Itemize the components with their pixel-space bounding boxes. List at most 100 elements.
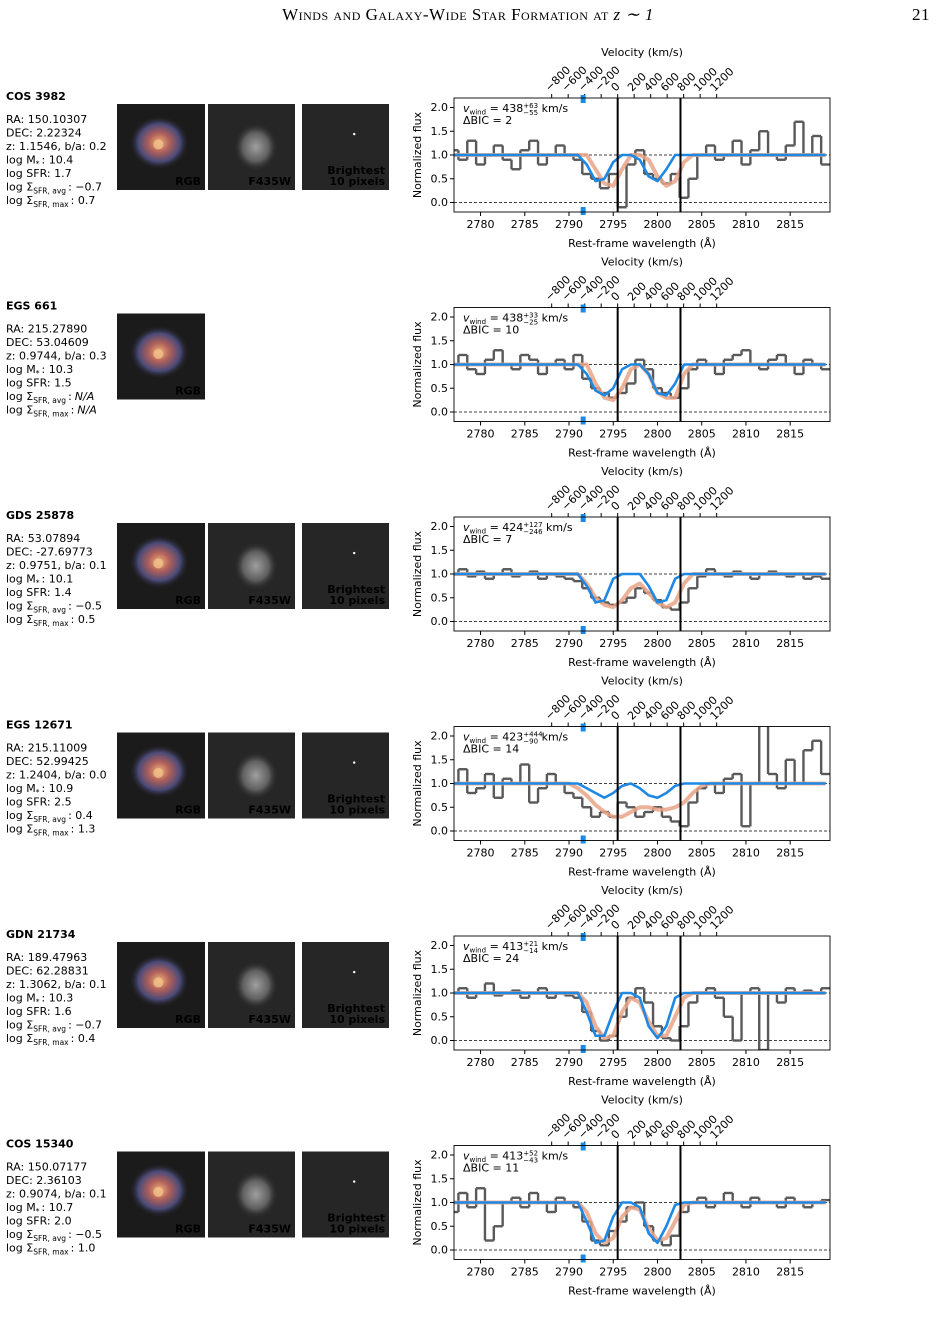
info-value: : 10.9 — [42, 782, 74, 795]
x-axis-title: Rest-frame wavelength (Å) — [568, 656, 716, 669]
image-label: Brightest — [327, 164, 385, 177]
object-name: GDN 21734 — [6, 928, 76, 941]
image-label: RGB — [175, 594, 201, 607]
image-label: Brightest — [327, 1212, 385, 1225]
err-minus: −55 — [523, 109, 538, 117]
info-line: log ΣSFR, avg: −0.7 — [6, 1019, 102, 1034]
velocity-marker — [580, 416, 586, 425]
info-note: N/A — [75, 390, 94, 403]
x-tick-label: 2805 — [688, 1266, 716, 1279]
x-tick-label: 2810 — [732, 637, 760, 650]
velocity-marker — [580, 626, 586, 634]
x-tick-label: 2785 — [511, 428, 539, 441]
image-label: 10 pixels — [329, 175, 385, 188]
info-line: z: 0.9751, b/a: 0.1 — [6, 559, 107, 572]
info-line: log M*: 10.1 — [6, 573, 73, 588]
x2-tick-label: 0 — [609, 1127, 623, 1141]
velocity-marker — [580, 835, 586, 844]
x-tick-label: 2815 — [776, 1056, 804, 1069]
x-tick-label: 2800 — [643, 637, 671, 650]
info-value: : 10.3 — [42, 992, 74, 1005]
bright-pixels — [353, 761, 356, 764]
y-tick-label: 1.5 — [431, 544, 449, 557]
x-tick-label: 2795 — [599, 428, 627, 441]
x-tick-label: 2785 — [511, 847, 539, 860]
step-risers — [457, 350, 823, 398]
total-model — [454, 153, 826, 183]
info-label: log M — [6, 573, 36, 586]
x-tick-label: 2780 — [467, 637, 495, 650]
wind-annotation: vwind = 438+33 −25 km/s — [463, 312, 568, 327]
info-line: RA: 53.07894 — [6, 532, 80, 545]
x2-axis-title: Velocity (km/s) — [601, 465, 683, 478]
velocity-marker — [580, 933, 586, 941]
info-subscript: SFR, avg — [33, 606, 66, 615]
info-subscript: SFR, max — [33, 829, 69, 838]
info-label: log Σ — [6, 600, 33, 613]
info-line: log M*: 10.3 — [6, 363, 73, 378]
v-unit: km/s — [538, 312, 568, 325]
info-line: z: 0.9744, b/a: 0.3 — [6, 350, 107, 363]
info-value: : 0.4 — [71, 1032, 96, 1045]
x-axis-title: Rest-frame wavelength (Å) — [568, 1075, 716, 1088]
image-label: 10 pixels — [329, 1013, 385, 1026]
info-subscript: * — [36, 1207, 40, 1216]
x-tick-label: 2790 — [555, 218, 583, 231]
info-line: DEC: 2.22324 — [6, 127, 82, 140]
info-value: : 10.3 — [42, 363, 74, 376]
galaxy-core — [153, 977, 164, 988]
y-tick-label: 1.0 — [431, 568, 449, 581]
info-line: RA: 215.11009 — [6, 742, 87, 755]
info-line: z: 1.3062, b/a: 0.1 — [6, 978, 107, 991]
info-subscript: SFR, max — [33, 1038, 69, 1047]
y-tick-label: 1.0 — [431, 777, 449, 790]
info-label: log M — [6, 992, 36, 1005]
v-subscript: wind — [470, 318, 487, 326]
x-tick-label: 2810 — [732, 847, 760, 860]
x-tick-label: 2815 — [776, 637, 804, 650]
galaxy-uv — [233, 751, 278, 800]
object-name: EGS 12671 — [6, 719, 73, 732]
x-tick-label: 2805 — [688, 847, 716, 860]
image-frame — [302, 523, 389, 609]
y-tick-label: 0.0 — [431, 825, 449, 838]
y-tick-label: 1.5 — [431, 1172, 449, 1185]
info-label: log Σ — [6, 1019, 33, 1032]
total-model — [454, 782, 826, 800]
err-plus: +63 — [523, 102, 538, 110]
y-axis-title: Normalized flux — [411, 949, 424, 1036]
info-subscript: * — [36, 788, 40, 797]
galaxy-core — [153, 348, 164, 359]
velocity-marker — [580, 514, 586, 522]
image-label: F435W — [248, 594, 291, 607]
info-line: log ΣSFR, max: N/A — [6, 404, 97, 419]
info-line: log M*: 10.7 — [6, 1201, 73, 1216]
info-line: log SFR: 2.5 — [6, 796, 72, 809]
info-subscript: * — [36, 998, 40, 1007]
info-line: log SFR: 1.4 — [6, 586, 72, 599]
x2-axis-title: Velocity (km/s) — [601, 256, 683, 269]
image-label: RGB — [175, 175, 201, 188]
info-line: log M*: 10.4 — [6, 154, 73, 169]
image-label: RGB — [175, 1223, 201, 1236]
v-unit: km/s — [538, 1150, 568, 1163]
y-tick-label: 0.0 — [431, 1244, 449, 1257]
image-label: F435W — [248, 804, 291, 817]
info-subscript: SFR, avg — [33, 396, 66, 405]
x-tick-label: 2790 — [555, 1266, 583, 1279]
x-tick-label: 2815 — [776, 1266, 804, 1279]
info-line: DEC: -27.69773 — [6, 546, 93, 559]
x-tick-label: 2800 — [643, 1266, 671, 1279]
galaxy-uv — [233, 123, 278, 171]
plot-area — [454, 726, 830, 832]
object-name: COS 15340 — [6, 1138, 74, 1151]
bic-annotation: ΔBIC = 11 — [463, 1162, 519, 1175]
info-label: log M — [6, 782, 36, 795]
image-label: RGB — [175, 804, 201, 817]
info-line: z: 1.1546, b/a: 0.2 — [6, 140, 107, 153]
y-tick-label: 1.0 — [431, 149, 449, 162]
info-line: log SFR: 1.7 — [6, 167, 72, 180]
info-label: log Σ — [6, 390, 33, 403]
bright-pixels — [353, 1180, 356, 1183]
info-line: DEC: 52.99425 — [6, 755, 89, 768]
